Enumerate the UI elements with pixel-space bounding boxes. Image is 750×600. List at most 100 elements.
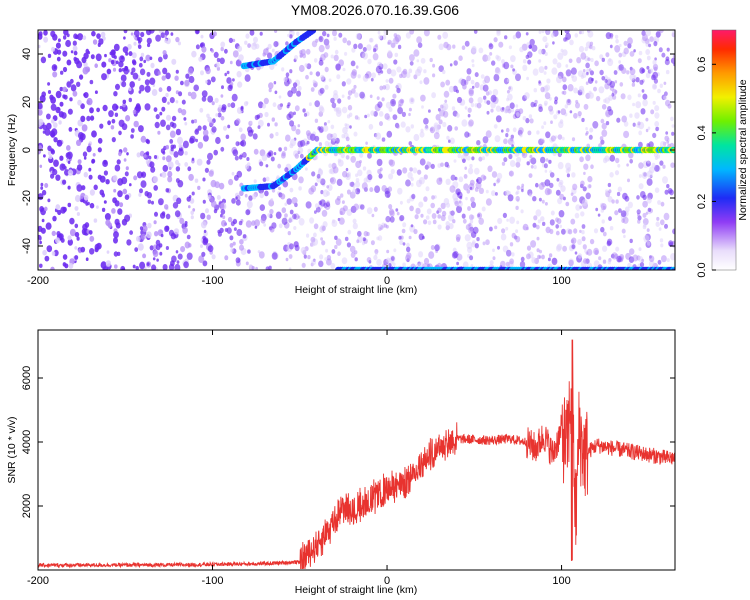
noise-blob <box>467 167 474 175</box>
noise-blob <box>628 151 634 159</box>
noise-blob <box>209 196 214 202</box>
noise-blob <box>547 188 552 195</box>
noise-blob <box>177 136 183 145</box>
noise-blob <box>50 103 57 111</box>
noise-blob <box>298 218 305 226</box>
noise-blob <box>580 30 585 35</box>
noise-blob <box>640 108 646 115</box>
noise-blob <box>382 63 388 70</box>
noise-blob <box>528 193 533 198</box>
noise-blob <box>543 100 548 106</box>
noise-blob <box>354 115 359 120</box>
noise-blob <box>396 169 402 176</box>
noise-blob <box>57 38 61 43</box>
noise-blob <box>133 30 140 38</box>
noise-blob <box>103 160 107 165</box>
noise-blob <box>203 229 207 234</box>
noise-blob <box>118 68 123 73</box>
noise-blob <box>632 102 636 107</box>
noise-blob <box>577 111 582 117</box>
noise-blob <box>642 33 648 42</box>
noise-blob <box>200 70 204 76</box>
noise-blob <box>581 236 586 242</box>
noise-blob <box>518 127 524 134</box>
noise-blob <box>670 57 675 64</box>
noise-blob <box>331 102 337 109</box>
noise-blob <box>485 239 490 246</box>
noise-blob <box>210 76 216 83</box>
noise-blob <box>186 196 191 202</box>
noise-blob <box>651 74 656 81</box>
noise-blob <box>264 111 269 118</box>
noise-blob <box>659 238 664 243</box>
noise-blob <box>624 195 630 202</box>
noise-blob <box>587 175 593 183</box>
noise-blob <box>529 118 534 124</box>
noise-blob <box>645 49 651 55</box>
noise-blob <box>74 57 80 65</box>
noise-blob <box>51 230 56 237</box>
noise-blob <box>442 121 447 128</box>
noise-blob <box>427 220 432 226</box>
noise-blob <box>169 130 176 138</box>
noise-blob <box>68 262 74 269</box>
noise-blob <box>443 90 450 98</box>
noise-blob <box>413 133 420 142</box>
noise-blob <box>257 125 261 129</box>
noise-blob <box>176 260 180 264</box>
noise-blob <box>529 38 535 46</box>
noise-blob <box>589 41 594 46</box>
noise-blob <box>90 54 95 60</box>
noise-blob <box>269 63 275 70</box>
noise-blob <box>62 94 66 99</box>
noise-blob <box>152 257 156 261</box>
noise-blob <box>155 114 160 120</box>
noise-blob <box>284 167 289 173</box>
noise-blob <box>265 164 269 168</box>
noise-blob <box>471 240 476 245</box>
noise-blob <box>533 215 538 221</box>
noise-blob <box>56 139 63 147</box>
noise-blob <box>50 173 55 179</box>
noise-blob <box>150 62 155 69</box>
noise-blob <box>451 106 456 111</box>
noise-blob <box>615 157 620 164</box>
noise-blob <box>215 62 220 68</box>
noise-blob <box>129 183 132 187</box>
noise-blob <box>45 222 52 230</box>
noise-blob <box>62 50 68 57</box>
noise-blob <box>197 125 202 131</box>
noise-blob <box>638 50 643 56</box>
noise-blob <box>79 74 84 80</box>
noise-blob <box>110 59 115 65</box>
noise-blob <box>544 202 548 206</box>
noise-blob <box>555 189 561 196</box>
noise-blob <box>218 182 225 190</box>
noise-blob <box>220 213 223 218</box>
noise-blob <box>326 33 330 38</box>
noise-blob <box>454 200 459 207</box>
noise-blob <box>457 96 462 104</box>
noise-blob <box>76 212 80 216</box>
noise-blob <box>476 140 481 146</box>
noise-blob <box>76 184 83 192</box>
noise-blob <box>352 218 357 224</box>
noise-blob <box>267 122 270 127</box>
noise-blob <box>221 85 224 90</box>
noise-blob <box>66 151 73 160</box>
noise-blob <box>641 68 646 73</box>
noise-blob <box>557 134 563 140</box>
noise-blob <box>61 112 67 119</box>
noise-blob <box>384 113 390 120</box>
noise-blob <box>226 227 232 234</box>
noise-blob <box>637 219 641 224</box>
noise-blob <box>324 257 327 261</box>
noise-blob <box>224 255 229 261</box>
noise-blob <box>432 73 436 78</box>
noise-blob <box>637 93 641 98</box>
noise-blob <box>322 30 327 37</box>
noise-blob <box>145 159 150 165</box>
noise-blob <box>515 161 521 168</box>
noise-blob <box>225 134 230 139</box>
noise-blob <box>198 56 203 62</box>
